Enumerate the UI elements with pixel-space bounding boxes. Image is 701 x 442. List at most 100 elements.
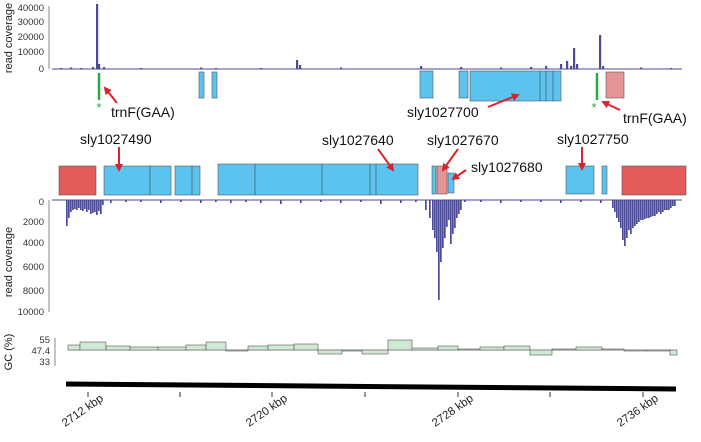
gene-block bbox=[419, 70, 434, 99]
coverage-bar bbox=[458, 200, 460, 214]
coverage-bar bbox=[68, 200, 70, 218]
gene-block bbox=[198, 71, 205, 99]
bottom-gene-track: sly1027490 sly1027640 sly1027670 sly1027… bbox=[58, 131, 687, 196]
coverage-bar bbox=[634, 200, 636, 226]
coverage-bar bbox=[456, 200, 458, 218]
coverage-bar bbox=[420, 66, 423, 69]
gc-bar bbox=[479, 346, 505, 351]
coverage-bar bbox=[299, 65, 302, 69]
gc-axis-label: GC (%) bbox=[3, 334, 15, 371]
coverage-bar bbox=[78, 200, 80, 208]
gc-bar bbox=[457, 348, 481, 351]
coverage-bar bbox=[436, 200, 438, 252]
coverage-bar bbox=[662, 200, 664, 212]
gene-sly1027670-block bbox=[436, 165, 448, 195]
coverage-bar bbox=[72, 200, 74, 210]
coverage-bar bbox=[80, 68, 83, 69]
gc-bar bbox=[267, 344, 295, 351]
gc-bar bbox=[157, 346, 189, 351]
coverage-bar bbox=[160, 200, 162, 203]
coverage-bar bbox=[88, 200, 90, 210]
gc-bar bbox=[529, 349, 553, 356]
coverage-bar bbox=[74, 200, 76, 209]
top-coverage-bars bbox=[60, 4, 673, 69]
coverage-bar bbox=[500, 67, 503, 69]
coverage-bar bbox=[66, 200, 68, 226]
gc-bar bbox=[185, 344, 207, 351]
coverage-bar bbox=[102, 200, 104, 205]
bottom-coverage-track: 0 2000 4000 6000 8000 10000 read coverag… bbox=[3, 197, 682, 318]
coverage-bar bbox=[360, 200, 362, 202]
coverage-bar bbox=[446, 200, 448, 227]
coverage-bar bbox=[260, 68, 263, 69]
coverage-bar bbox=[340, 200, 342, 203]
gc-bar bbox=[67, 344, 81, 351]
gc-bar bbox=[645, 349, 671, 352]
top-axis-label: read coverage bbox=[3, 3, 15, 73]
coverage-bar bbox=[442, 200, 444, 248]
coverage-bar bbox=[464, 200, 466, 202]
top-tick-40000: 40000 bbox=[18, 3, 44, 14]
coverage-bar bbox=[640, 200, 642, 220]
x-label-2720: 2720 kbp bbox=[244, 393, 290, 430]
coverage-bar bbox=[452, 200, 454, 234]
arrow-trnf-right bbox=[601, 100, 621, 111]
coverage-bar bbox=[444, 200, 446, 238]
coverage-bar bbox=[520, 200, 522, 202]
gc-bar bbox=[601, 348, 625, 351]
gene-block bbox=[211, 71, 218, 99]
coverage-bar bbox=[380, 200, 382, 204]
coverage-bar bbox=[96, 200, 98, 215]
x-label-2712: 2712 kbp bbox=[60, 393, 106, 430]
gene-sly1027750-block bbox=[565, 165, 595, 195]
label-trnf-right: trnF(GAA) bbox=[623, 110, 687, 126]
coverage-bar bbox=[530, 67, 533, 69]
bottom-tick-0: 0 bbox=[39, 197, 44, 208]
coverage-bar bbox=[674, 200, 676, 206]
coverage-bar bbox=[215, 68, 218, 69]
gene-red-left bbox=[58, 165, 97, 196]
coverage-bar bbox=[92, 67, 95, 69]
gc-tick-47: 47.4 bbox=[32, 346, 51, 357]
coverage-bar bbox=[82, 200, 84, 211]
top-gene-track: * * trnF(GAA) sly1027700 trnF(GAA) bbox=[96, 70, 687, 126]
label-trnf-left: trnF(GAA) bbox=[111, 104, 175, 120]
coverage-bar bbox=[580, 200, 582, 202]
coverage-bar bbox=[425, 200, 427, 210]
coverage-bar bbox=[570, 66, 573, 69]
coverage-bar bbox=[84, 200, 86, 209]
coverage-bar bbox=[500, 200, 502, 203]
coverage-bar bbox=[540, 200, 542, 202]
label-sly1027680: sly1027680 bbox=[471, 159, 543, 175]
arrow-trnf-left bbox=[103, 86, 118, 104]
coverage-bar bbox=[602, 66, 605, 69]
coverage-bar bbox=[612, 200, 614, 208]
coverage-bar bbox=[110, 200, 112, 203]
coverage-bar bbox=[599, 35, 602, 69]
gc-bar bbox=[341, 349, 363, 352]
label-sly1027490: sly1027490 bbox=[80, 131, 152, 147]
coverage-bar bbox=[614, 200, 616, 212]
arrow-sly1027680 bbox=[451, 169, 467, 181]
coverage-bar bbox=[415, 200, 417, 202]
coverage-bar bbox=[618, 200, 620, 222]
coverage-bar bbox=[648, 200, 650, 218]
coverage-bar bbox=[400, 200, 402, 203]
coverage-bar bbox=[454, 200, 456, 228]
coverage-bar bbox=[103, 67, 106, 69]
coverage-bar bbox=[646, 200, 648, 218]
bottom-axis-label: read coverage bbox=[3, 227, 15, 297]
coverage-bar bbox=[140, 200, 142, 202]
coverage-bar bbox=[573, 48, 576, 69]
gene-block bbox=[458, 70, 469, 99]
coverage-bar bbox=[670, 200, 672, 208]
bottom-tick-4000: 4000 bbox=[23, 238, 44, 249]
top-tick-30000: 30000 bbox=[18, 17, 44, 28]
top-tick-0: 0 bbox=[39, 64, 44, 75]
coverage-bar bbox=[296, 60, 299, 69]
x-label-2736: 2736 kbp bbox=[615, 393, 661, 430]
coverage-bar bbox=[140, 68, 143, 69]
coverage-bar bbox=[545, 66, 548, 69]
arrow-sly1027670 bbox=[441, 148, 459, 172]
gc-bar bbox=[411, 347, 439, 351]
